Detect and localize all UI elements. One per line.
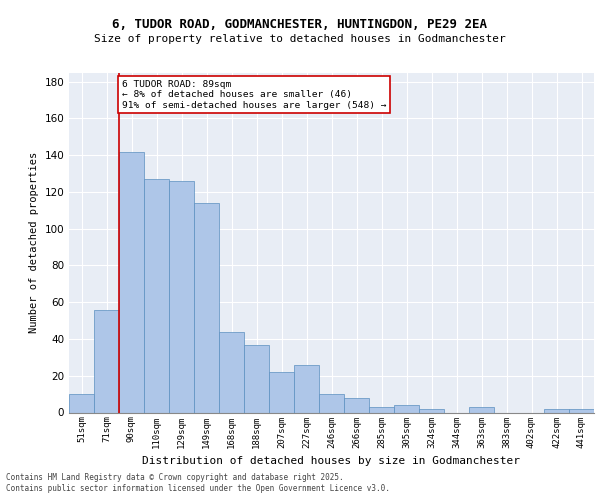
Bar <box>119 152 144 412</box>
Bar <box>469 407 494 412</box>
Bar <box>294 364 319 412</box>
Text: 6 TUDOR ROAD: 89sqm
← 8% of detached houses are smaller (46)
91% of semi-detache: 6 TUDOR ROAD: 89sqm ← 8% of detached hou… <box>121 80 386 110</box>
Bar <box>244 344 269 412</box>
Bar <box>569 409 594 412</box>
Text: Contains HM Land Registry data © Crown copyright and database right 2025.: Contains HM Land Registry data © Crown c… <box>6 472 344 482</box>
Text: 6, TUDOR ROAD, GODMANCHESTER, HUNTINGDON, PE29 2EA: 6, TUDOR ROAD, GODMANCHESTER, HUNTINGDON… <box>113 18 487 30</box>
Bar <box>344 398 369 412</box>
Bar <box>319 394 344 412</box>
Bar <box>419 409 444 412</box>
Text: Size of property relative to detached houses in Godmanchester: Size of property relative to detached ho… <box>94 34 506 43</box>
Bar <box>169 181 194 412</box>
Bar <box>369 407 394 412</box>
Bar <box>194 203 219 412</box>
Bar <box>269 372 294 412</box>
Bar <box>144 179 169 412</box>
Y-axis label: Number of detached properties: Number of detached properties <box>29 152 39 333</box>
X-axis label: Distribution of detached houses by size in Godmanchester: Distribution of detached houses by size … <box>143 456 521 466</box>
Text: Contains public sector information licensed under the Open Government Licence v3: Contains public sector information licen… <box>6 484 390 493</box>
Bar <box>394 405 419 412</box>
Bar <box>69 394 94 412</box>
Bar <box>94 310 119 412</box>
Bar <box>219 332 244 412</box>
Bar <box>544 409 569 412</box>
